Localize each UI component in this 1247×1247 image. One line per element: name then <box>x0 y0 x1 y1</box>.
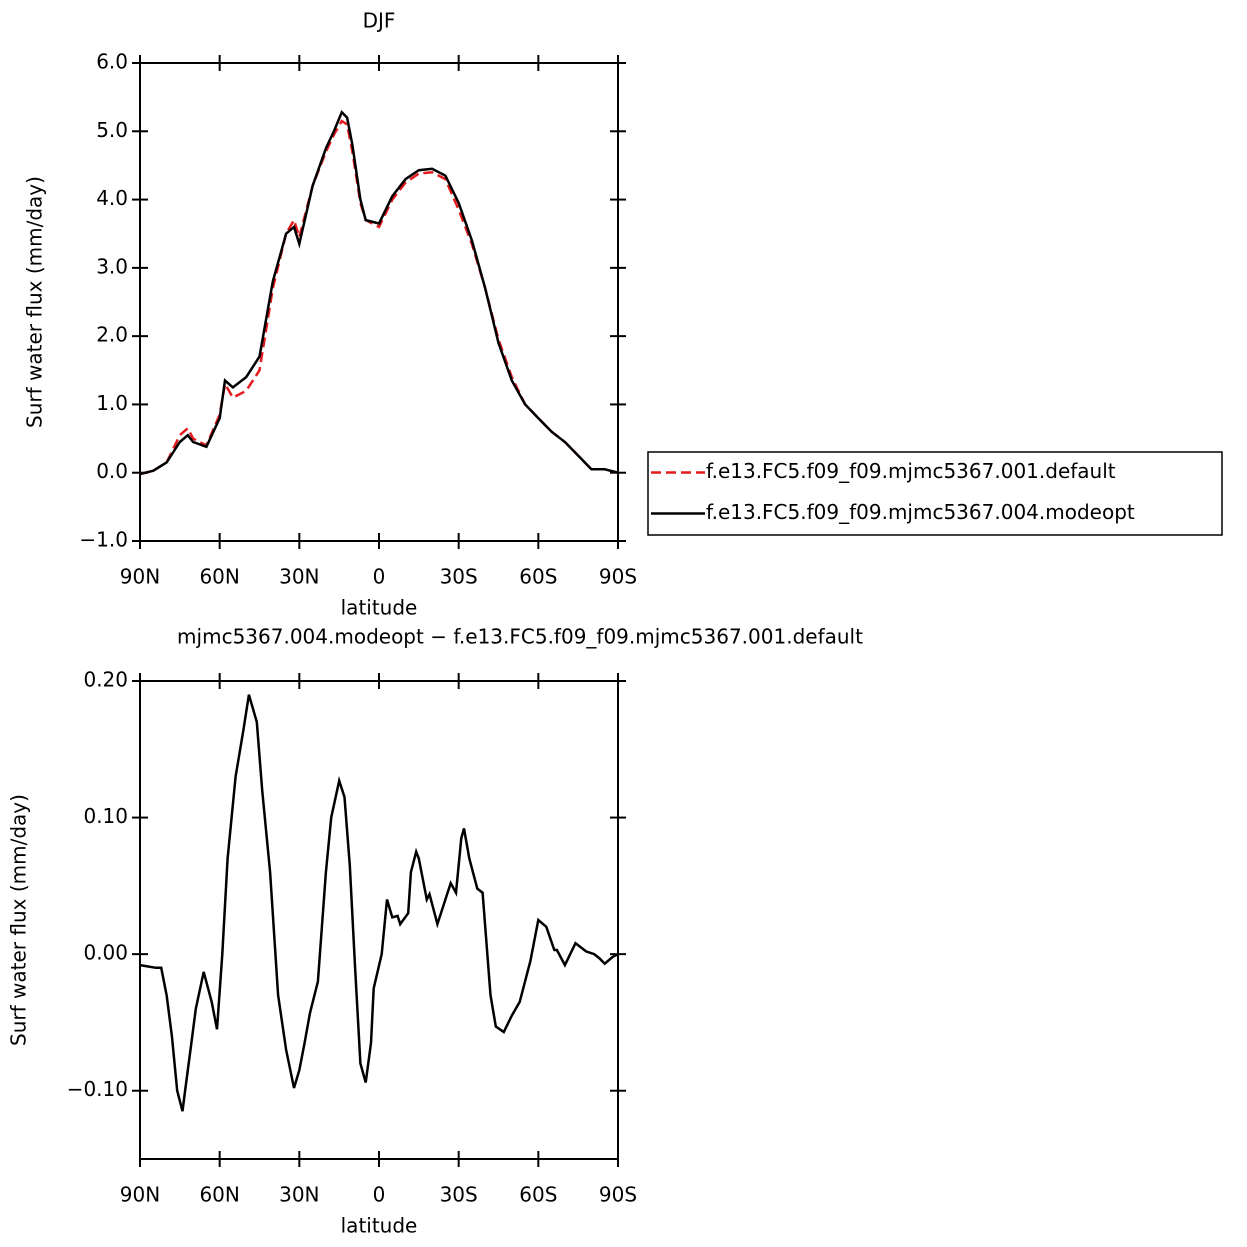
x-tick-label: 60S <box>519 565 557 589</box>
y-tick-label: 0.0 <box>96 459 128 483</box>
y-tick-label: 6.0 <box>96 50 128 74</box>
chart-title: mjmc5367.004.modeopt − f.e13.FC5.f09_f09… <box>177 625 863 649</box>
plot-frame <box>139 680 619 1160</box>
y-axis-label: Surf water flux (mm/day) <box>23 176 47 428</box>
x-tick-label: 0 <box>373 565 386 589</box>
y-tick-label: 1.0 <box>96 391 128 415</box>
x-tick-label: 90S <box>599 1183 637 1207</box>
x-tick-label: 0 <box>373 1183 386 1207</box>
x-tick-label: 30N <box>279 565 319 589</box>
y-axis-label: Surf water flux (mm/day) <box>7 794 31 1046</box>
y-tick-label: 4.0 <box>96 186 128 210</box>
y-tick-label: −1.0 <box>79 528 128 552</box>
x-tick-label: 60N <box>199 1183 239 1207</box>
y-tick-label: 5.0 <box>96 118 128 142</box>
x-tick-label: 30S <box>440 565 478 589</box>
y-tick-label: 0.20 <box>83 668 128 692</box>
data-line <box>139 694 619 1112</box>
legend-label: f.e13.FC5.f09_f09.mjmc5367.004.modeopt <box>706 500 1135 524</box>
x-tick-label: 60S <box>519 1183 557 1207</box>
y-tick-label: 0.00 <box>83 941 128 965</box>
x-tick-label: 90N <box>120 1183 160 1207</box>
legend-label: f.e13.FC5.f09_f09.mjmc5367.001.default <box>706 459 1116 483</box>
y-tick-label: 0.10 <box>83 804 128 828</box>
y-tick-label: −0.10 <box>67 1077 128 1101</box>
x-tick-label: 60N <box>199 565 239 589</box>
x-tick-label: 90S <box>599 565 637 589</box>
chart-title: DJF <box>363 9 396 33</box>
y-tick-label: 3.0 <box>96 254 128 278</box>
x-axis-label: latitude <box>341 1214 418 1238</box>
data-line <box>139 119 619 476</box>
x-tick-label: 90N <box>120 565 160 589</box>
x-tick-label: 30N <box>279 1183 319 1207</box>
data-line <box>139 109 619 476</box>
x-tick-label: 30S <box>440 1183 478 1207</box>
y-tick-label: 2.0 <box>96 323 128 347</box>
plot-frame <box>139 62 619 542</box>
legend-box <box>647 451 1223 536</box>
x-axis-label: latitude <box>341 596 418 620</box>
